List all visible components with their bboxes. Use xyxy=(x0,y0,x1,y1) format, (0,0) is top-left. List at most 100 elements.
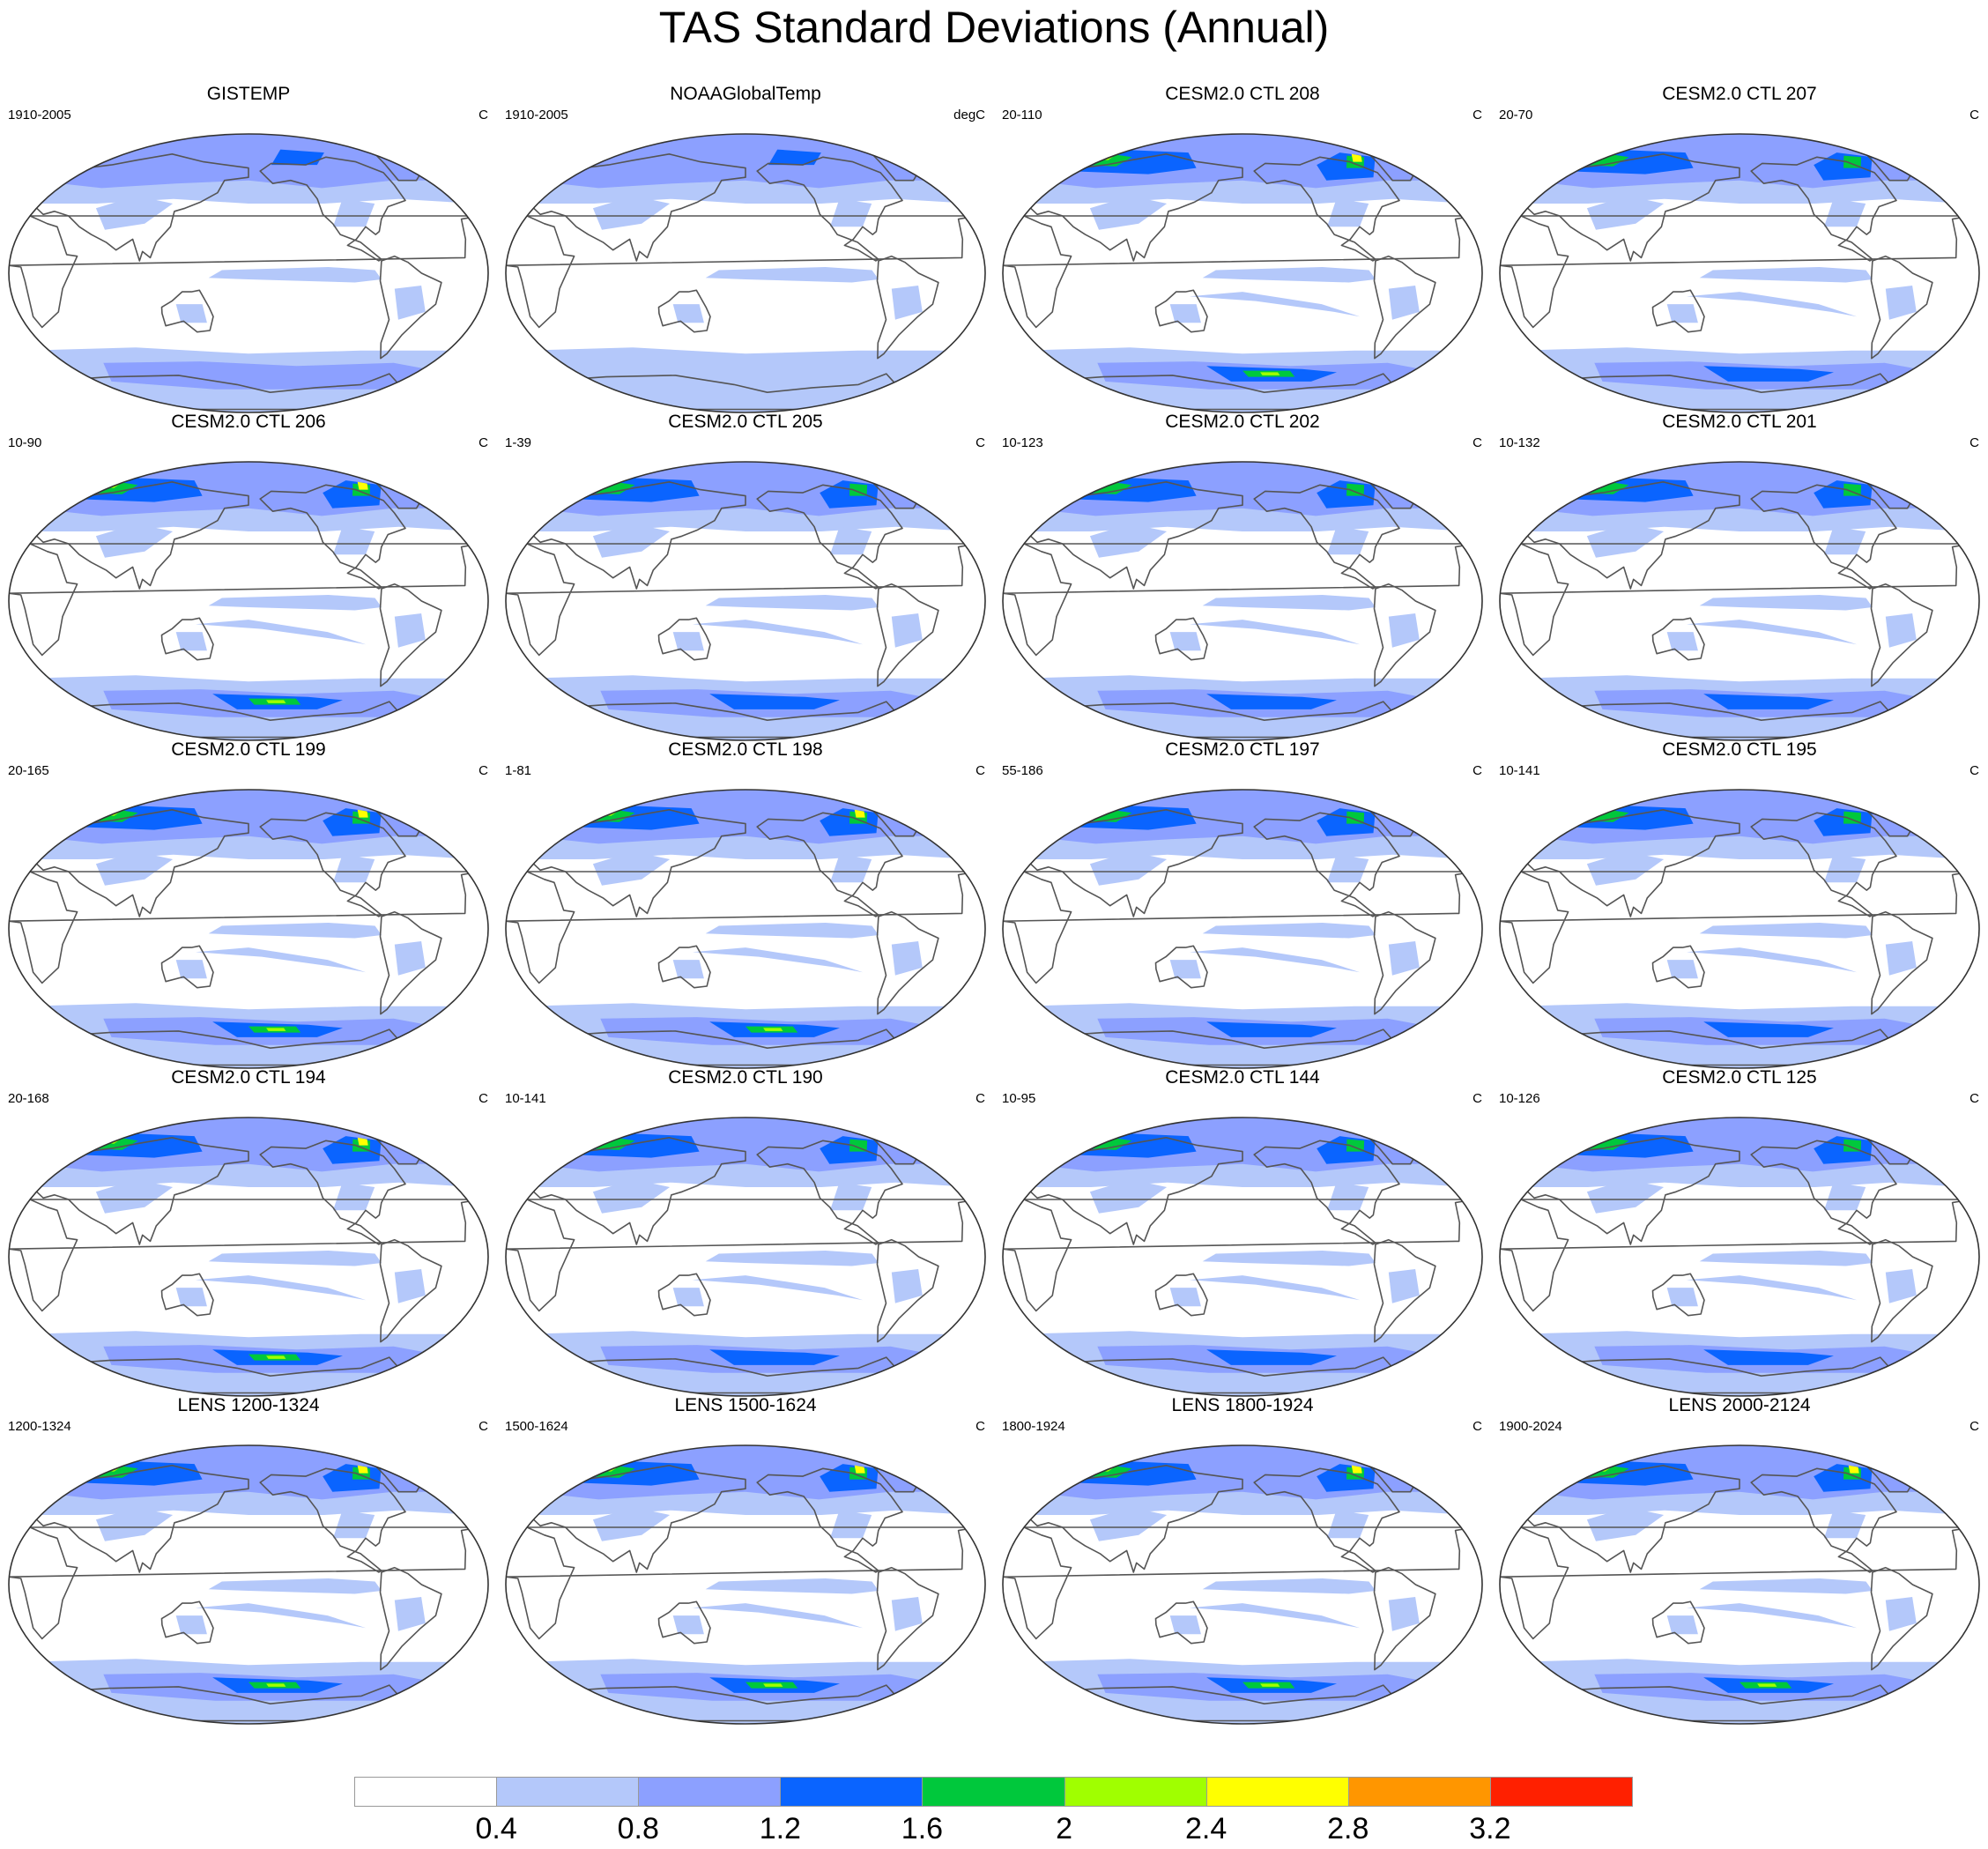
north-america-coastline xyxy=(1750,1140,1897,1245)
eurasia-coastline xyxy=(1510,481,1740,590)
map-outline xyxy=(1002,1444,1483,1725)
africa-coastline xyxy=(1500,871,1972,984)
panel-years-label: 1800-1924 xyxy=(1002,1419,1065,1434)
map-panel: CESM2.0 CTL 205 1-39 C xyxy=(497,411,994,742)
north-america-coastline xyxy=(1253,156,1400,262)
projected-map xyxy=(1002,133,1483,413)
panel-title: LENS 1200-1324 xyxy=(177,1395,320,1415)
map-panel: CESM2.0 CTL 144 10-95 C xyxy=(994,1066,1491,1398)
map-panel: LENS 1200-1324 1200-1324 C xyxy=(0,1394,497,1726)
map-panel: CESM2.0 CTL 194 20-168 C xyxy=(0,1066,497,1398)
south-america-coastline xyxy=(1373,583,1436,687)
australia-coastline xyxy=(1651,1600,1705,1645)
africa-coastline xyxy=(506,543,978,657)
panel-title: LENS 1800-1924 xyxy=(1171,1395,1314,1415)
south-america-coastline xyxy=(1373,910,1436,1015)
africa-coastline xyxy=(1003,543,1475,657)
map-panel: CESM2.0 CTL 125 10-126 C xyxy=(1491,1066,1988,1398)
map-panel: CESM2.0 CTL 208 20-110 C xyxy=(994,83,1491,414)
map-outline xyxy=(505,789,986,1069)
eurasia-coastline xyxy=(516,153,746,262)
map-outline xyxy=(8,1444,489,1725)
map-panel: CESM2.0 CTL 197 55-186 C xyxy=(994,739,1491,1070)
north-america-coastline xyxy=(756,812,903,917)
africa-coastline xyxy=(1003,215,1475,329)
panel-title: CESM2.0 CTL 197 xyxy=(1165,739,1320,760)
panel-years-label: 20-168 xyxy=(8,1091,49,1106)
main-title: TAS Standard Deviations (Annual) xyxy=(658,3,1330,52)
north-america-coastline xyxy=(259,156,406,262)
projected-map xyxy=(1499,1117,1980,1397)
map-outline xyxy=(1002,789,1483,1069)
projected-map xyxy=(8,789,489,1069)
north-america-coastline xyxy=(259,1467,406,1573)
map-panel: CESM2.0 CTL 201 10-132 C xyxy=(1491,411,1988,742)
panel-title: GISTEMP xyxy=(206,84,291,104)
panel-units-label: C xyxy=(1472,435,1482,450)
panel-units-label: C xyxy=(1472,763,1482,778)
map-outline xyxy=(1002,461,1483,741)
colorbar xyxy=(354,1777,1633,1808)
panel-title: CESM2.0 CTL 202 xyxy=(1165,412,1320,432)
africa-coastline xyxy=(1500,1199,1972,1312)
panel-title: CESM2.0 CTL 201 xyxy=(1662,412,1817,432)
north-america-coastline xyxy=(1253,1140,1400,1245)
map-outline xyxy=(505,461,986,741)
eurasia-coastline xyxy=(1013,1137,1243,1245)
south-america-coastline xyxy=(1870,1566,1933,1671)
panel-years-label: 1500-1624 xyxy=(505,1419,568,1434)
australia-coastline xyxy=(160,289,214,333)
map-outline xyxy=(1499,1117,1980,1397)
panel-title: CESM2.0 CTL 206 xyxy=(171,412,326,432)
australia-coastline xyxy=(657,617,711,661)
north-america-coastline xyxy=(756,1140,903,1245)
panel-units-label: C xyxy=(975,763,985,778)
colorbar-swatch xyxy=(1064,1777,1207,1807)
australia-coastline xyxy=(160,617,214,661)
south-america-coastline xyxy=(1373,1566,1436,1671)
australia-coastline xyxy=(1651,289,1705,333)
projected-map xyxy=(505,1444,986,1725)
map-outline xyxy=(8,461,489,741)
map-outline xyxy=(1002,133,1483,413)
eurasia-coastline xyxy=(1510,1465,1740,1573)
africa-coastline xyxy=(9,215,481,329)
projected-map xyxy=(1002,1117,1483,1397)
australia-coastline xyxy=(160,1600,214,1645)
projected-map xyxy=(1002,1444,1483,1725)
australia-coastline xyxy=(1154,289,1208,333)
africa-coastline xyxy=(506,215,978,329)
panel-units-label: C xyxy=(478,435,488,450)
map-outline xyxy=(505,1444,986,1725)
projected-map xyxy=(505,789,986,1069)
eurasia-coastline xyxy=(516,1137,746,1245)
map-panel: NOAAGlobalTemp 1910-2005 degC xyxy=(497,83,994,414)
colorbar-tick-label: 0.4 xyxy=(475,1812,517,1845)
colorbar-swatch xyxy=(922,1777,1065,1807)
map-outline xyxy=(8,1117,489,1397)
australia-coastline xyxy=(1154,1600,1208,1645)
north-america-coastline xyxy=(1253,1467,1400,1573)
panel-years-label: 20-70 xyxy=(1499,108,1533,123)
africa-coastline xyxy=(506,1199,978,1312)
australia-coastline xyxy=(657,1600,711,1645)
panel-years-label: 1200-1324 xyxy=(8,1419,71,1434)
south-america-coastline xyxy=(876,910,939,1015)
eurasia-coastline xyxy=(1510,1137,1740,1245)
australia-coastline xyxy=(1154,1273,1208,1317)
north-america-coastline xyxy=(259,484,406,590)
africa-coastline xyxy=(1500,543,1972,657)
panel-units-label: degC xyxy=(953,108,985,123)
eurasia-coastline xyxy=(19,1137,249,1245)
panel-years-label: 10-95 xyxy=(1002,1091,1036,1106)
africa-coastline xyxy=(9,1526,481,1640)
panel-title: CESM2.0 CTL 199 xyxy=(171,739,326,760)
map-outline xyxy=(1499,461,1980,741)
projected-map xyxy=(1499,461,1980,741)
africa-coastline xyxy=(9,1199,481,1312)
eurasia-coastline xyxy=(516,481,746,590)
colorbar-tick-label: 1.2 xyxy=(759,1812,801,1845)
panel-years-label: 55-186 xyxy=(1002,763,1043,778)
panel-units-label: C xyxy=(1969,1091,1979,1106)
north-america-coastline xyxy=(259,812,406,917)
